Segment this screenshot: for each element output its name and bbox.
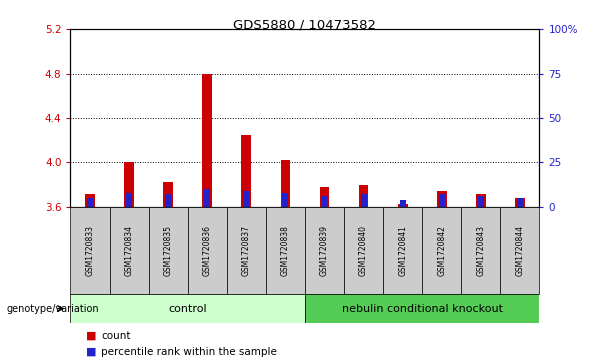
Bar <box>85 193 95 207</box>
Bar <box>202 74 212 207</box>
Text: GSM1720833: GSM1720833 <box>86 225 94 276</box>
Text: GDS5880 / 10473582: GDS5880 / 10473582 <box>234 18 376 31</box>
Bar <box>70 294 305 323</box>
Text: GSM1720844: GSM1720844 <box>516 225 524 276</box>
Bar <box>422 207 462 294</box>
Bar <box>360 195 367 207</box>
Bar <box>398 204 408 207</box>
Bar <box>462 207 500 294</box>
Bar <box>242 135 251 207</box>
Text: GSM1720837: GSM1720837 <box>242 225 251 276</box>
Text: GSM1720834: GSM1720834 <box>124 225 134 276</box>
Text: control: control <box>169 303 207 314</box>
Text: GSM1720843: GSM1720843 <box>476 225 485 276</box>
Text: GSM1720839: GSM1720839 <box>320 225 329 276</box>
Bar <box>478 196 484 207</box>
Bar <box>359 185 368 207</box>
Bar <box>400 200 406 207</box>
Bar <box>281 160 291 207</box>
Bar <box>110 207 149 294</box>
Bar <box>70 207 110 294</box>
Text: GSM1720835: GSM1720835 <box>164 225 173 276</box>
Text: ■: ■ <box>86 347 96 357</box>
Bar <box>500 207 539 294</box>
Bar <box>283 193 288 207</box>
Bar <box>517 198 523 207</box>
Bar <box>305 294 539 323</box>
Bar <box>383 207 422 294</box>
Bar <box>126 193 132 207</box>
Bar <box>344 207 383 294</box>
Text: GSM1720840: GSM1720840 <box>359 225 368 276</box>
Text: count: count <box>101 331 131 341</box>
Bar <box>124 163 134 207</box>
Text: GSM1720838: GSM1720838 <box>281 225 290 276</box>
Bar <box>227 207 266 294</box>
Bar <box>515 198 525 207</box>
Bar <box>87 198 93 207</box>
Bar <box>166 195 171 207</box>
Text: percentile rank within the sample: percentile rank within the sample <box>101 347 277 357</box>
Bar <box>149 207 188 294</box>
Bar <box>243 191 249 207</box>
Text: ■: ■ <box>86 331 96 341</box>
Text: genotype/variation: genotype/variation <box>6 303 99 314</box>
Bar <box>476 193 485 207</box>
Bar <box>437 191 447 207</box>
Text: GSM1720836: GSM1720836 <box>203 225 211 276</box>
Bar <box>163 183 173 207</box>
Text: GSM1720842: GSM1720842 <box>437 225 446 276</box>
Text: nebulin conditional knockout: nebulin conditional knockout <box>341 303 503 314</box>
Bar <box>439 195 444 207</box>
Bar <box>319 187 329 207</box>
Text: GSM1720841: GSM1720841 <box>398 225 407 276</box>
Bar <box>305 207 344 294</box>
Bar <box>204 189 210 207</box>
Bar <box>322 196 327 207</box>
Bar <box>188 207 227 294</box>
Bar <box>266 207 305 294</box>
